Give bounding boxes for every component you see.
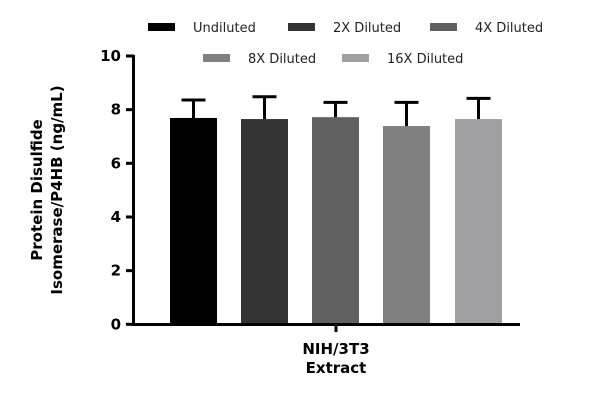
bar-4x-diluted — [312, 117, 359, 325]
legend-swatch — [203, 54, 230, 62]
error-bar — [323, 100, 348, 118]
error-bar — [181, 98, 206, 118]
x-axis-label-line1: NIH/3T3 — [302, 340, 369, 358]
legend-label: 2X Diluted — [333, 21, 401, 36]
y-tick-label: 4 — [111, 208, 121, 226]
y-tick-label: 10 — [100, 47, 121, 65]
bar-8x-diluted — [383, 126, 430, 325]
y-axis-label-line2: Isomerase/P4HB (ng/mL) — [48, 85, 66, 294]
legend-swatch — [430, 23, 457, 31]
x-axis: NIH/3T3 Extract — [133, 323, 520, 377]
legend-item: 8X Diluted — [203, 52, 316, 67]
y-tick-label: 0 — [111, 315, 121, 333]
error-bar — [394, 100, 419, 127]
legend-item: 2X Diluted — [288, 21, 401, 36]
x-axis-label-line2: Extract — [306, 359, 367, 377]
error-bar — [466, 96, 491, 120]
legend-label: 4X Diluted — [475, 21, 543, 36]
bars — [170, 95, 502, 325]
y-axis-label-line1: Protein Disulfide — [28, 119, 46, 260]
y-axis-label: Protein Disulfide Isomerase/P4HB (ng/mL) — [28, 85, 66, 294]
y-tick-label: 6 — [111, 154, 121, 172]
legend-label: 8X Diluted — [248, 52, 316, 67]
legend-swatch — [288, 23, 315, 31]
legend-swatch — [148, 23, 175, 31]
legend-swatch — [342, 54, 369, 62]
error-bar — [252, 95, 277, 120]
legend: Undiluted 2X Diluted 4X Diluted 8X Diluted 1… — [148, 21, 543, 67]
legend-item: 16X Diluted — [342, 52, 463, 67]
legend-label: 16X Diluted — [387, 52, 463, 67]
y-tick-label: 8 — [111, 101, 121, 119]
bar-2x-diluted — [241, 119, 288, 325]
y-tick-label: 2 — [111, 262, 121, 280]
legend-label: Undiluted — [193, 21, 256, 36]
legend-item: 4X Diluted — [430, 21, 543, 36]
legend-item: Undiluted — [148, 21, 256, 36]
y-axis: 0 2 4 6 8 10 — [100, 47, 135, 333]
bar-16x-diluted — [455, 119, 502, 325]
bar-undiluted — [170, 117, 217, 325]
